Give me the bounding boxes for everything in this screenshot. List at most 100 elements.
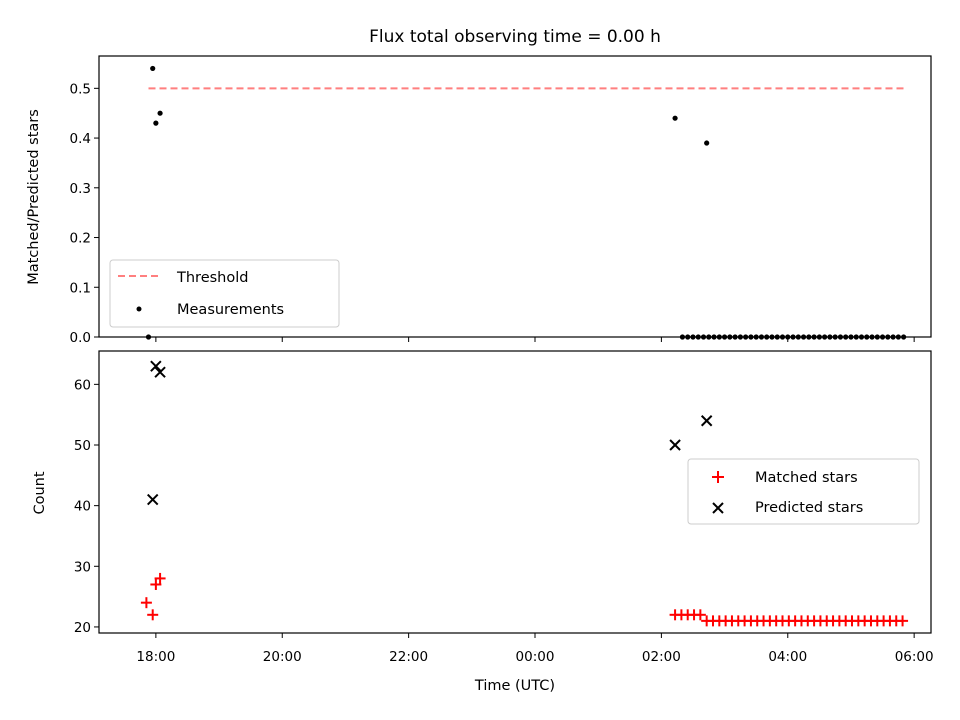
predicted-star-point <box>150 360 162 372</box>
chart-title: Flux total observing time = 0.00 h <box>369 27 661 47</box>
predicted-star-point <box>700 415 713 427</box>
measurement-point <box>690 334 696 340</box>
measurement-point <box>153 120 159 126</box>
bottom-y-tick-label: 60 <box>74 377 91 393</box>
measurement-point <box>885 334 891 340</box>
top-y-tick-label: 0.2 <box>70 231 91 247</box>
measurement-point <box>895 334 901 340</box>
measurement-point <box>879 334 886 340</box>
measurement-point <box>716 334 722 340</box>
bottom-axes-frame <box>98 350 932 634</box>
bottom-x-tick-label: 06:00 <box>895 649 934 665</box>
measurement-point <box>832 334 838 340</box>
top-y-tick-label: 0.1 <box>70 280 91 296</box>
measurement-point <box>816 334 822 340</box>
measurement-point <box>806 334 812 340</box>
predicted-star-point <box>669 439 681 451</box>
measurement-point <box>795 334 801 340</box>
measurement-point <box>157 110 163 116</box>
top-y-tick-label: 0.0 <box>70 330 91 346</box>
top-axes-frame <box>98 55 932 338</box>
bottom-x-ticks: 18:00 20:00 22:00 00:00 02:00 04:00 06:00 <box>136 633 934 665</box>
bottom-y-tick-label: 40 <box>74 499 91 515</box>
top-y-tick-label: 0.5 <box>70 81 91 97</box>
measurement-point <box>679 334 686 340</box>
measurement-point <box>853 334 859 340</box>
measurement-point <box>145 334 152 340</box>
matched-star-point <box>150 578 162 590</box>
measurement-point <box>685 334 691 340</box>
top-y-axis-label: Matched/Predicted stars <box>26 109 42 285</box>
top-legend-box <box>109 259 340 328</box>
legend-matched-label: Matched stars <box>755 470 858 486</box>
measurement-point <box>858 334 865 340</box>
measurement-point <box>827 334 833 340</box>
measurement-point <box>901 334 907 340</box>
measurement-point <box>758 334 765 340</box>
measurement-point <box>843 334 849 340</box>
measurement-point <box>864 334 870 340</box>
top-panel: 0.0 0.1 0.2 0.3 0.4 0.5 Matched/Predicted sta… <box>26 55 932 346</box>
predicted-star-point <box>154 366 166 378</box>
measurement-point <box>672 115 678 121</box>
measurement-point <box>150 65 156 72</box>
measurement-point <box>727 334 733 340</box>
measurement-point <box>700 334 707 340</box>
measurement-point <box>721 334 728 340</box>
legend-measurements-label: Measurements <box>177 302 284 318</box>
matched-star-point <box>154 572 166 584</box>
top-y-tick-label: 0.4 <box>70 131 91 147</box>
top-y-ticks: 0.0 0.1 0.2 0.3 0.4 0.5 <box>70 81 99 346</box>
legend-matched-swatch <box>712 471 724 483</box>
measurement-point <box>769 334 775 340</box>
legend-threshold-label: Threshold <box>176 270 248 286</box>
measurement-point <box>848 334 854 340</box>
measurement-point <box>711 334 717 340</box>
measurement-point <box>704 140 710 146</box>
bottom-x-tick-label: 02:00 <box>642 649 681 665</box>
bottom-y-axis-label: Count <box>32 471 48 514</box>
bottom-legend: Matched stars Predicted stars <box>687 458 920 525</box>
bottom-y-ticks: 20 30 40 50 60 <box>74 377 99 636</box>
measurement-point <box>748 334 754 340</box>
bottom-x-tick-label: 20:00 <box>263 649 302 665</box>
matched-star-point <box>897 615 909 627</box>
measurement-point <box>869 334 875 340</box>
bottom-x-tick-label: 22:00 <box>389 649 428 665</box>
predicted-star-point <box>147 493 159 506</box>
bottom-y-tick-label: 30 <box>74 559 91 575</box>
measurement-point <box>890 334 896 340</box>
bottom-x-tick-label: 00:00 <box>516 649 555 665</box>
measurement-point <box>800 334 807 340</box>
measurement-point <box>732 334 738 340</box>
x-axis-label: Time (UTC) <box>474 678 555 694</box>
bottom-y-tick-label: 20 <box>74 620 91 636</box>
measurement-point <box>837 334 844 340</box>
legend-predicted-label: Predicted stars <box>755 500 863 516</box>
measurement-point <box>743 334 749 340</box>
legend-predicted-swatch <box>712 502 724 514</box>
measurement-point <box>695 334 701 340</box>
bottom-legend-box <box>687 458 920 525</box>
top-legend: Threshold Measurements <box>109 259 340 328</box>
matched-star-point <box>140 597 152 609</box>
measurement-point <box>706 334 712 340</box>
measurement-point <box>753 334 759 340</box>
measurement-point <box>779 334 786 340</box>
measurement-point <box>774 334 780 340</box>
bottom-x-tick-label: 18:00 <box>136 649 175 665</box>
top-y-tick-label: 0.3 <box>70 181 91 197</box>
legend-measurements-swatch <box>136 306 142 312</box>
measurement-point <box>822 334 828 340</box>
measurement-point <box>874 334 880 340</box>
bottom-panel: 20 30 40 50 60 18:00 20:00 22:00 00:00 02:00 04:0… <box>32 350 934 694</box>
measurement-point <box>785 334 791 340</box>
bottom-x-tick-label: 04:00 <box>768 649 807 665</box>
bottom-y-tick-label: 50 <box>74 438 91 454</box>
measurement-point <box>764 334 770 340</box>
measurement-point <box>811 334 817 340</box>
measurement-point <box>737 334 743 340</box>
matched-star-point <box>694 609 706 621</box>
measurement-point <box>790 334 796 340</box>
